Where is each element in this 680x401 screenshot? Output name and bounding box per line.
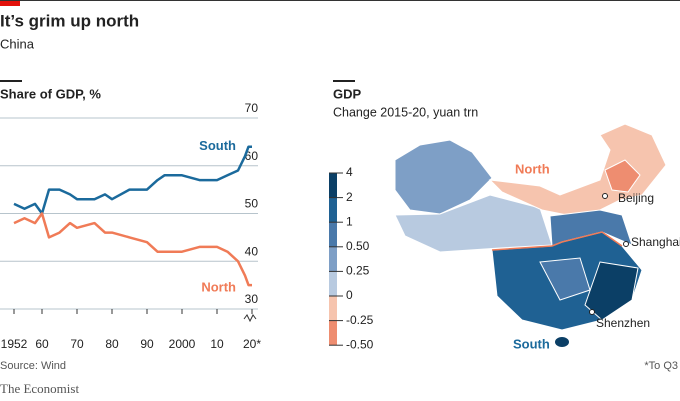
legend-swatch xyxy=(329,271,337,296)
footnote: *To Q3 xyxy=(644,360,678,372)
brand: The Economist xyxy=(0,381,79,396)
subtitle: China xyxy=(0,36,35,51)
map-label: North xyxy=(515,161,550,176)
legend-swatch xyxy=(329,222,337,247)
panel-title: GDP xyxy=(333,86,362,101)
city-label: Shenzhen xyxy=(596,316,650,330)
region xyxy=(488,123,667,217)
legend-tick-label: 2 xyxy=(346,190,353,204)
line xyxy=(13,212,252,287)
y-tick-label: 50 xyxy=(245,197,259,211)
map xyxy=(394,123,667,347)
x-tick-label: 10 xyxy=(210,337,224,351)
legend-tick-label: -0.25 xyxy=(346,313,374,327)
island xyxy=(555,337,569,347)
y-tick-label: 60 xyxy=(245,149,259,163)
legend-tick-label: 0.50 xyxy=(346,239,370,253)
brand-flag xyxy=(0,0,20,6)
y-tick-label: 30 xyxy=(245,292,259,306)
x-tick-label: 90 xyxy=(140,337,154,351)
legend-swatch xyxy=(329,197,337,223)
legend-swatch xyxy=(329,246,337,272)
city-dot xyxy=(602,193,608,199)
x-tick-label: 70 xyxy=(70,337,84,351)
legend-tick-label: 4 xyxy=(346,165,353,179)
city-label: Shanghai xyxy=(631,235,680,249)
panel-subtitle: Change 2015-20, yuan trn xyxy=(333,105,478,119)
city-label: Beijing xyxy=(618,191,654,205)
series-label: South xyxy=(199,138,236,153)
panel-rule xyxy=(0,80,22,82)
map-label: South xyxy=(513,336,550,351)
y-tick-label: 70 xyxy=(245,101,259,115)
legend-tick-label: 1 xyxy=(346,214,353,228)
x-tick-label: 2000 xyxy=(169,337,196,351)
x-tick-label: 80 xyxy=(105,337,119,351)
legend-swatch xyxy=(329,173,337,198)
series-label: North xyxy=(201,280,236,295)
y-tick-label: 40 xyxy=(245,244,259,258)
legend-tick-label: -0.50 xyxy=(346,337,374,351)
city-dot xyxy=(589,309,595,315)
x-tick-label: 1952 xyxy=(1,337,28,351)
source: Source: Wind xyxy=(0,360,66,372)
region xyxy=(539,257,591,301)
legend-swatch xyxy=(329,320,337,346)
panel-rule xyxy=(333,80,355,82)
axis-break xyxy=(243,314,257,323)
legend-tick-label: 0.25 xyxy=(346,264,370,278)
region xyxy=(584,261,639,321)
x-tick-label: 20* xyxy=(243,337,261,351)
legend-tick-label: 0 xyxy=(346,288,353,302)
north-south-border xyxy=(491,231,623,251)
city-dot xyxy=(623,241,629,247)
region xyxy=(394,139,493,215)
title: It’s grim up north xyxy=(0,11,139,30)
region xyxy=(604,159,641,193)
x-tick-label: 60 xyxy=(35,337,49,351)
line xyxy=(13,145,252,215)
legend-swatch xyxy=(329,296,337,321)
panel-title: Share of GDP, % xyxy=(0,86,101,101)
